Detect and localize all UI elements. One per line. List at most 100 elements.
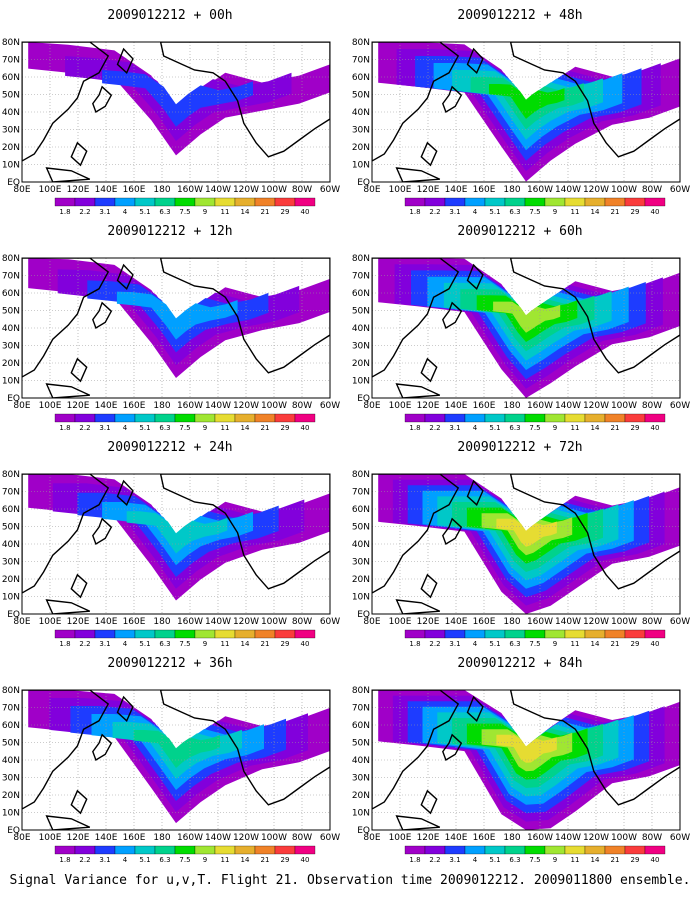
colorbar-swatch [174, 845, 196, 855]
coastline [466, 47, 484, 74]
longitude-label: 120W [233, 617, 259, 627]
longitude-label: 140W [205, 617, 231, 627]
colorbar-label: 21 [261, 424, 270, 432]
coastline [45, 167, 91, 182]
latitude-label: 20N [2, 791, 20, 801]
coastline [22, 474, 110, 594]
colorbar-label: 7.5 [179, 640, 190, 648]
colorbar-label: 4 [123, 208, 128, 216]
longitude-label: 120W [583, 185, 609, 195]
longitude-label: 160W [527, 833, 553, 843]
longitude-label: 160W [177, 617, 203, 627]
longitude-label: 100W [261, 617, 287, 627]
colorbar-label: 2.2 [429, 424, 440, 432]
latitude-label: 50N [352, 91, 370, 101]
panel-title: 2009012212 + 24h [107, 440, 233, 455]
latitude-label: 80N [352, 686, 370, 696]
latitude-label: 10N [352, 377, 370, 387]
colorbar-swatch [504, 845, 526, 855]
colorbar-swatch [74, 413, 96, 423]
longitude-label: 60W [670, 185, 690, 195]
latitude-label: 70N [352, 272, 370, 282]
longitude-label: 100E [389, 401, 412, 411]
panel-title: 2009012212 + 72h [457, 440, 583, 455]
longitude-label: 80E [13, 833, 30, 843]
colorbar-label: 4 [473, 208, 478, 216]
colorbar-label: 6.3 [509, 640, 520, 648]
longitude-label: 120E [417, 401, 440, 411]
colorbar-swatch [194, 197, 216, 207]
coastline [509, 42, 680, 158]
colorbar-swatch [544, 845, 566, 855]
longitude-label: 180 [503, 401, 520, 411]
colorbar-swatch [54, 197, 76, 207]
colorbar-label: 7.5 [179, 424, 190, 432]
longitude-label: 160W [527, 185, 553, 195]
coastline [420, 789, 438, 815]
colorbar-swatch [194, 413, 216, 423]
colorbar-swatch [524, 845, 546, 855]
longitude-label: 100W [611, 185, 637, 195]
colorbar-swatch [604, 845, 626, 855]
colorbar-swatch [294, 413, 316, 423]
coastline [442, 301, 463, 330]
longitude-label: 120E [417, 617, 440, 627]
colorbar-label: 1.8 [59, 640, 70, 648]
longitude-label: 140W [555, 185, 581, 195]
longitude-label: 120E [417, 185, 440, 195]
colorbar-label: 29 [631, 208, 640, 216]
colorbar-swatch [114, 629, 136, 639]
latitude-label: 50N [2, 739, 20, 749]
colorbar-label: 2.2 [79, 208, 90, 216]
longitude-label: 140E [445, 617, 468, 627]
colorbar-swatch [274, 845, 296, 855]
coastline [70, 789, 88, 815]
latitude-label: EQ [7, 826, 20, 836]
colorbar-swatch [524, 629, 546, 639]
colorbar-label: 21 [261, 856, 270, 864]
colorbar-label: 6.3 [509, 856, 520, 864]
colorbar-swatch [294, 629, 316, 639]
colorbar-swatch [624, 629, 646, 639]
latitude-label: 80N [2, 38, 20, 48]
colorbar-swatch [234, 629, 256, 639]
colorbar-label: 14 [591, 856, 600, 864]
colorbar-label: 1.8 [409, 856, 420, 864]
latitude-label: EQ [357, 178, 370, 188]
coastline [372, 258, 460, 378]
colorbar-swatch [604, 413, 626, 423]
colorbar-label: 40 [651, 856, 660, 864]
colorbar-swatch [464, 845, 486, 855]
colorbar-label: 7.5 [529, 208, 540, 216]
latitude-label: EQ [357, 826, 370, 836]
longitude-label: 80W [642, 401, 662, 411]
latitude-label: EQ [7, 394, 20, 404]
latitude-label: 30N [352, 558, 370, 568]
colorbar-label: 9 [553, 424, 557, 432]
latitude-label: 40N [2, 108, 20, 118]
longitude-label: 80W [292, 617, 312, 627]
longitude-label: 80E [13, 617, 30, 627]
colorbar-label: 29 [281, 208, 290, 216]
colorbar-swatch [564, 197, 586, 207]
longitude-label: 120E [67, 617, 90, 627]
latitude-label: EQ [357, 394, 370, 404]
colorbar-label: 2.2 [79, 856, 90, 864]
longitude-label: 160W [527, 617, 553, 627]
latitude-label: EQ [7, 178, 20, 188]
longitude-label: 160E [123, 185, 146, 195]
longitude-label: 80W [642, 617, 662, 627]
colorbar-swatch [584, 197, 606, 207]
colorbar-label: 5.1 [489, 856, 500, 864]
longitude-label: 80W [292, 833, 312, 843]
longitude-label: 60W [670, 401, 690, 411]
coastline [70, 357, 88, 383]
longitude-label: 140W [205, 185, 231, 195]
colorbar-swatch [484, 413, 506, 423]
longitude-label: 100W [611, 401, 637, 411]
longitude-label: 140W [555, 617, 581, 627]
colorbar-swatch [484, 845, 506, 855]
colorbar-label: 9 [553, 856, 557, 864]
coastline [420, 357, 438, 383]
latitude-label: 20N [2, 143, 20, 153]
